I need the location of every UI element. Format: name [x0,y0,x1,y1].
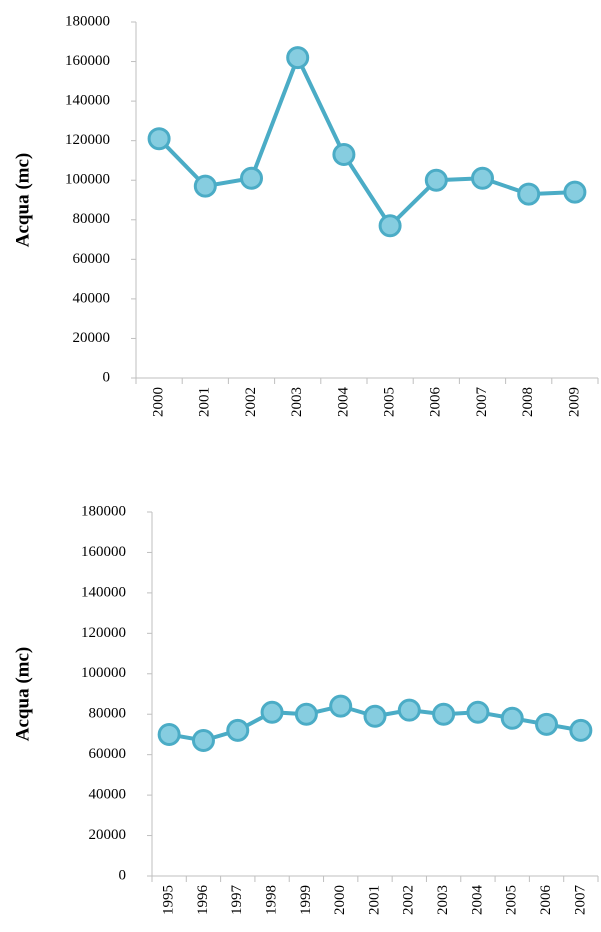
y-tick-label: 160000 [65,53,110,69]
y-tick-label: 60000 [89,746,127,762]
x-tick-label: 2006 [538,885,554,916]
y-tick-label: 120000 [65,132,110,148]
data-point [569,718,593,742]
x-tick-label: 2005 [382,387,398,417]
y-tick-label: 40000 [89,787,127,803]
x-tick-label: 2008 [520,387,536,417]
x-tick-label: 1996 [195,885,211,916]
x-tick-label: 2004 [469,885,485,916]
data-point [363,704,387,728]
x-tick-label: 2000 [332,885,348,915]
y-tick-label: 140000 [65,93,110,109]
series-line [157,52,575,229]
x-tick-label: 2005 [504,885,520,915]
x-tick-label: 2002 [401,885,417,915]
y-tick-label: 80000 [89,706,127,722]
x-tick-label: 2000 [151,387,167,417]
x-tick-label: 2003 [289,387,305,417]
x-tick-label: 2009 [566,387,582,417]
x-tick-label: 2001 [197,387,213,417]
y-tick-label: 0 [119,867,127,883]
data-point [466,700,490,724]
data-point [329,694,353,718]
data-point [500,706,524,730]
data-point [535,712,559,736]
data-point [147,127,171,151]
data-point [191,729,215,753]
data-point [332,143,356,167]
y-tick-label: 100000 [81,665,126,681]
data-point [517,182,541,206]
y-tick-label: 180000 [65,13,110,29]
y-tick-label: 100000 [65,172,110,188]
x-tick-label: 2006 [428,387,444,418]
data-point [432,702,456,726]
x-tick-label: 1998 [264,885,280,915]
data-point [226,718,250,742]
y-tick-label: 60000 [73,251,111,267]
y-tick-label: 120000 [81,625,126,641]
data-point [286,46,310,70]
y-tick-label: 40000 [73,290,111,306]
y-tick-label: 160000 [81,544,126,560]
data-point [260,700,284,724]
data-point [294,702,318,726]
data-point [424,168,448,192]
data-point [193,174,217,198]
y-tick-label: 180000 [81,503,126,519]
x-tick-label: 1999 [298,885,314,915]
data-point [378,214,402,238]
y-tick-label: 140000 [81,584,126,600]
x-tick-label: 1997 [229,885,245,916]
y-axis-label: Acqua (mc) [12,647,33,741]
x-tick-label: 2003 [435,885,451,915]
y-tick-label: 0 [103,369,111,385]
y-tick-label: 80000 [73,211,111,227]
data-point [157,722,181,746]
data-point [471,166,494,190]
data-point [563,180,587,204]
y-tick-label: 20000 [89,827,127,843]
y-tick-label: 20000 [73,330,111,346]
data-point [240,166,263,190]
x-tick-label: 2001 [366,885,382,915]
y-axis-label: Acqua (mc) [12,153,33,247]
x-tick-label: 1995 [161,885,177,915]
x-tick-label: 2007 [474,387,490,418]
data-point [397,698,421,722]
x-tick-label: 2004 [335,387,351,418]
x-tick-label: 2002 [243,387,259,417]
x-tick-label: 2007 [572,885,588,916]
